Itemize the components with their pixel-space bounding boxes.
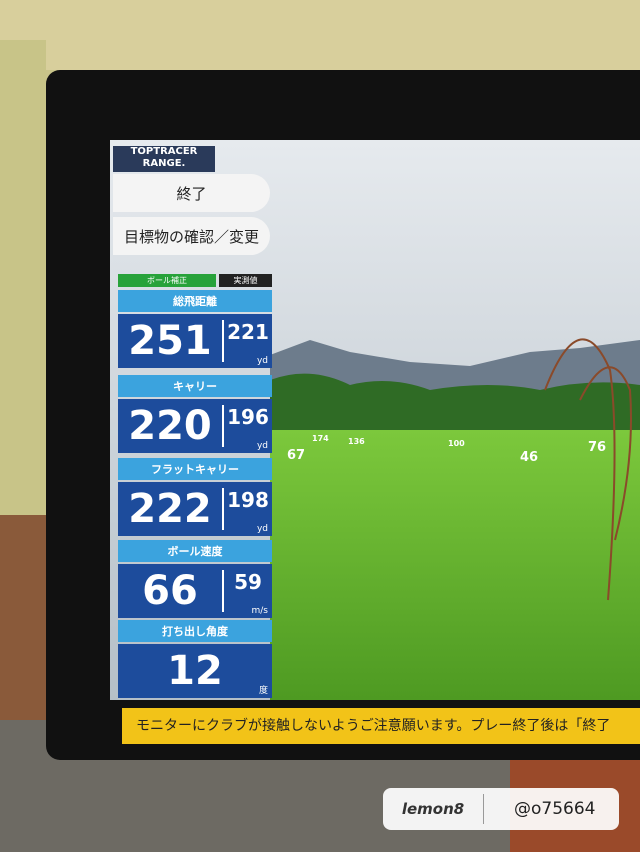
- metric-value: 220: [128, 403, 212, 449]
- metric-value: 12: [167, 648, 223, 694]
- watermark: lemon8 @o75664: [383, 788, 619, 830]
- metric-label: 打ち出し角度: [118, 620, 272, 642]
- metric-measured: 59: [234, 570, 262, 594]
- ceiling: [0, 0, 640, 70]
- correction-label: ボール補正: [118, 274, 216, 287]
- metric-label: フラットキャリー: [118, 458, 272, 480]
- measured-label: 実測値: [219, 274, 272, 287]
- metric-value-box: 251 221 yd: [118, 314, 272, 368]
- metric-value: 66: [142, 568, 198, 614]
- metric-unit: yd: [256, 441, 268, 451]
- logo-sub: RANGE.: [142, 158, 186, 169]
- separator: [222, 320, 224, 362]
- separator: [222, 488, 224, 530]
- end-button[interactable]: 終了: [113, 174, 270, 212]
- separator: [222, 570, 224, 612]
- metric-value-box: 220 196 yd: [118, 399, 272, 453]
- metric-label: ボール速度: [118, 540, 272, 562]
- metric-measured: 221: [227, 320, 269, 344]
- screen: TOPTRACER RANGE. 終了 目標物の確認／変更 ボール補正 実測値 …: [110, 140, 640, 700]
- metric-value-box: 12 度: [118, 644, 272, 698]
- target-distance: 46: [520, 450, 539, 465]
- metric-value-box: 66 59 m/s: [118, 564, 272, 618]
- logo: TOPTRACER RANGE.: [113, 146, 215, 172]
- ball-trace: [579, 366, 632, 541]
- target-distance: 67: [287, 448, 306, 463]
- target-distance: 76: [588, 440, 607, 455]
- ball-trace: [544, 338, 616, 601]
- metric-unit: yd: [256, 356, 268, 366]
- metric-unit: 度: [258, 686, 268, 696]
- stats-panel: TOPTRACER RANGE. 終了 目標物の確認／変更 ボール補正 実測値 …: [113, 140, 273, 700]
- separator: [222, 405, 224, 447]
- metric-value-box: 222 198 yd: [118, 482, 272, 536]
- logo-brand: TOPTRACER: [130, 146, 198, 157]
- watermark-app: lemon8: [401, 800, 465, 818]
- metric-label: キャリー: [118, 375, 272, 397]
- target-distance: 174: [312, 434, 329, 443]
- trees: [270, 373, 640, 440]
- metric-value: 222: [128, 486, 212, 532]
- target-distance: 136: [348, 437, 365, 446]
- metric-unit: m/s: [251, 606, 269, 616]
- grass: [270, 430, 640, 700]
- metric-unit: yd: [256, 524, 268, 534]
- metric-label: 総飛距離: [118, 290, 272, 312]
- metric-measured: 198: [227, 488, 269, 512]
- metric-value: 251: [128, 318, 212, 364]
- target-distance: 100: [448, 439, 465, 448]
- watermark-user: @o75664: [514, 799, 596, 819]
- metric-measured: 196: [227, 405, 269, 429]
- divider: [483, 794, 484, 824]
- notice-banner: モニターにクラブが接触しないようご注意願います。プレー終了後は「終了: [122, 708, 640, 744]
- target-button[interactable]: 目標物の確認／変更: [113, 217, 270, 255]
